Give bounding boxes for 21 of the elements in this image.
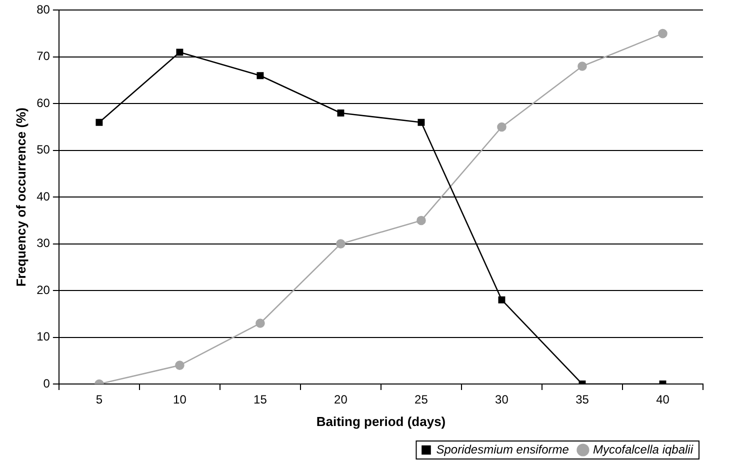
y-tick-label: 10 — [36, 330, 50, 344]
y-tick-label: 50 — [36, 142, 50, 157]
legend-label: Sporidesmium ensiforme — [436, 442, 570, 456]
y-tick-label: 80 — [36, 2, 50, 17]
x-tick-label: 25 — [414, 392, 428, 407]
x-tick-label: 5 — [96, 392, 103, 407]
y-tick-label: 70 — [36, 49, 50, 64]
y-tick-label: 0 — [43, 376, 50, 390]
y-tick-label: 20 — [36, 282, 50, 297]
y-tick-label: 40 — [36, 189, 50, 204]
x-tick-label: 40 — [656, 392, 670, 407]
y-axis-title: Frequency of occurrence (%) — [13, 108, 28, 287]
x-tick-label: 35 — [576, 392, 590, 407]
x-tick-label: 10 — [173, 392, 187, 407]
y-tick-label: 60 — [36, 96, 50, 110]
y-tick-label: 30 — [36, 236, 50, 250]
x-tick-label: 20 — [334, 392, 348, 407]
x-tick-label: 30 — [495, 392, 509, 407]
x-axis-title: Baiting period (days) — [316, 414, 446, 429]
x-tick-label: 15 — [254, 392, 268, 407]
legend-label: Mycofalcella iqbalii — [592, 442, 694, 456]
